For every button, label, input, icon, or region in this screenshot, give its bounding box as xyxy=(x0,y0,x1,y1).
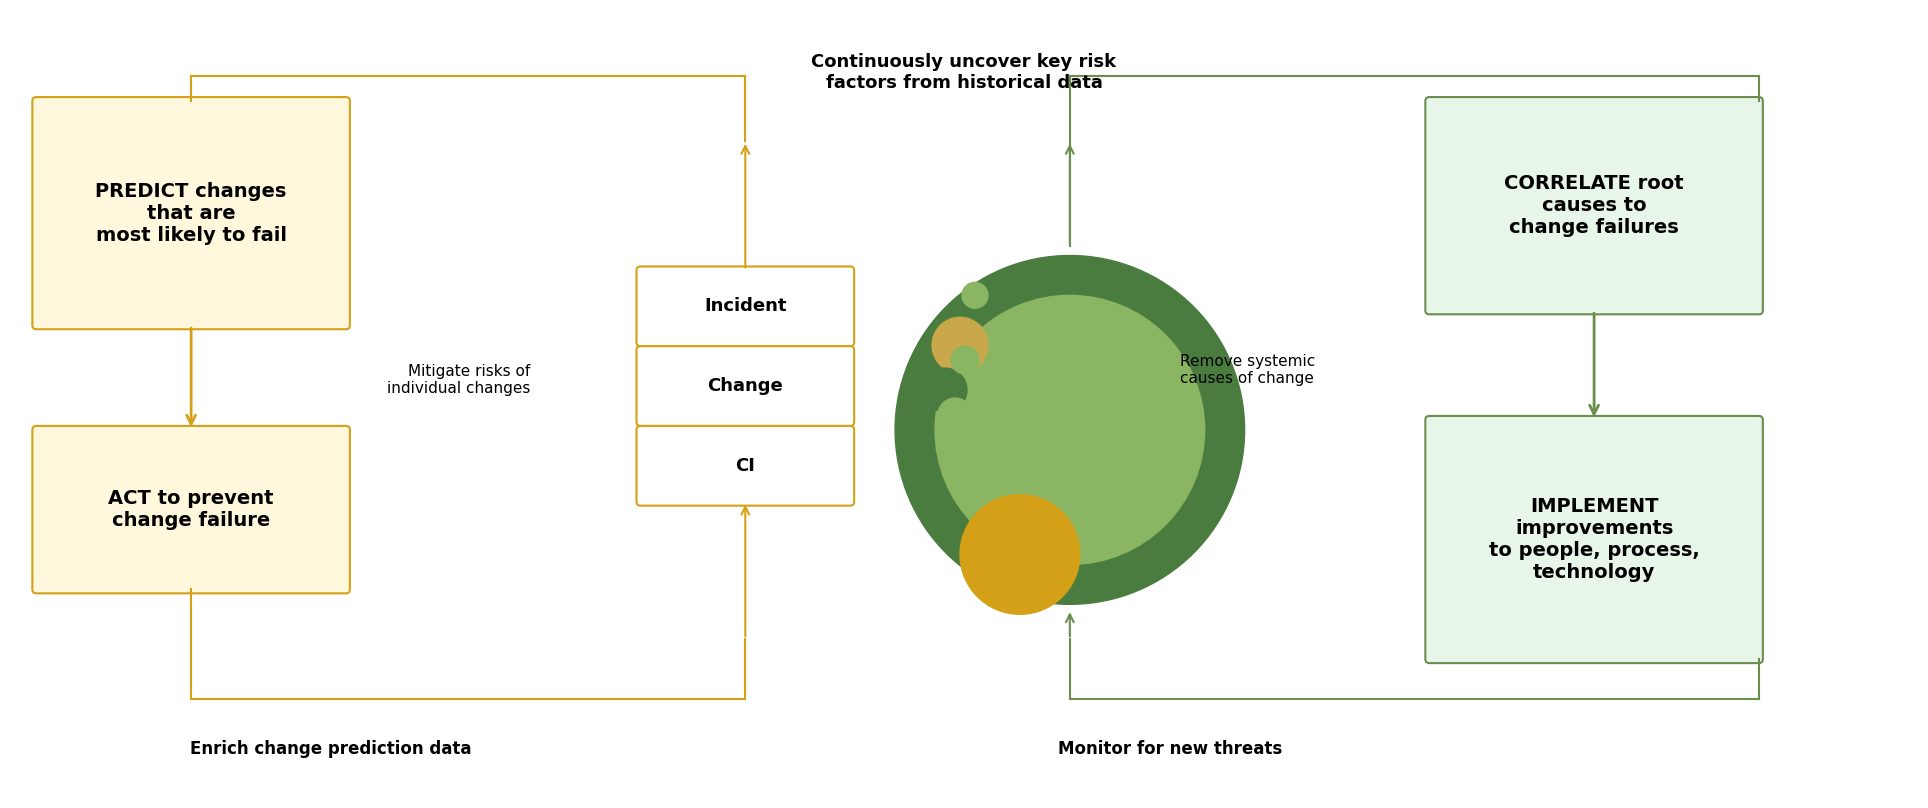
FancyBboxPatch shape xyxy=(1425,416,1762,663)
FancyBboxPatch shape xyxy=(33,426,349,593)
Circle shape xyxy=(895,255,1245,604)
Text: CI: CI xyxy=(735,457,756,475)
Text: Incident: Incident xyxy=(704,297,787,315)
Circle shape xyxy=(960,494,1080,614)
Circle shape xyxy=(924,368,968,412)
Circle shape xyxy=(962,283,987,309)
Text: CORRELATE root
causes to
change failures: CORRELATE root causes to change failures xyxy=(1504,175,1683,238)
Text: Remove systemic
causes of change: Remove systemic causes of change xyxy=(1180,354,1315,386)
FancyBboxPatch shape xyxy=(636,346,854,426)
Text: Continuously uncover key risk
factors from historical data: Continuously uncover key risk factors fr… xyxy=(812,53,1116,92)
FancyBboxPatch shape xyxy=(33,97,349,329)
Text: ACT to prevent
change failure: ACT to prevent change failure xyxy=(108,489,274,530)
FancyBboxPatch shape xyxy=(636,267,854,346)
Circle shape xyxy=(931,318,987,373)
FancyBboxPatch shape xyxy=(1425,97,1762,314)
Text: PREDICT changes
that are
most likely to fail: PREDICT changes that are most likely to … xyxy=(94,182,287,245)
Text: Mitigate risks of
individual changes: Mitigate risks of individual changes xyxy=(388,364,530,396)
Text: Monitor for new threats: Monitor for new threats xyxy=(1058,740,1282,758)
Circle shape xyxy=(935,296,1205,565)
Text: IMPLEMENT
improvements
to people, process,
technology: IMPLEMENT improvements to people, proces… xyxy=(1488,497,1699,582)
Circle shape xyxy=(939,398,972,432)
Text: Enrich change prediction data: Enrich change prediction data xyxy=(191,740,472,758)
FancyBboxPatch shape xyxy=(636,426,854,506)
Circle shape xyxy=(951,346,979,374)
Text: Change: Change xyxy=(708,377,783,395)
